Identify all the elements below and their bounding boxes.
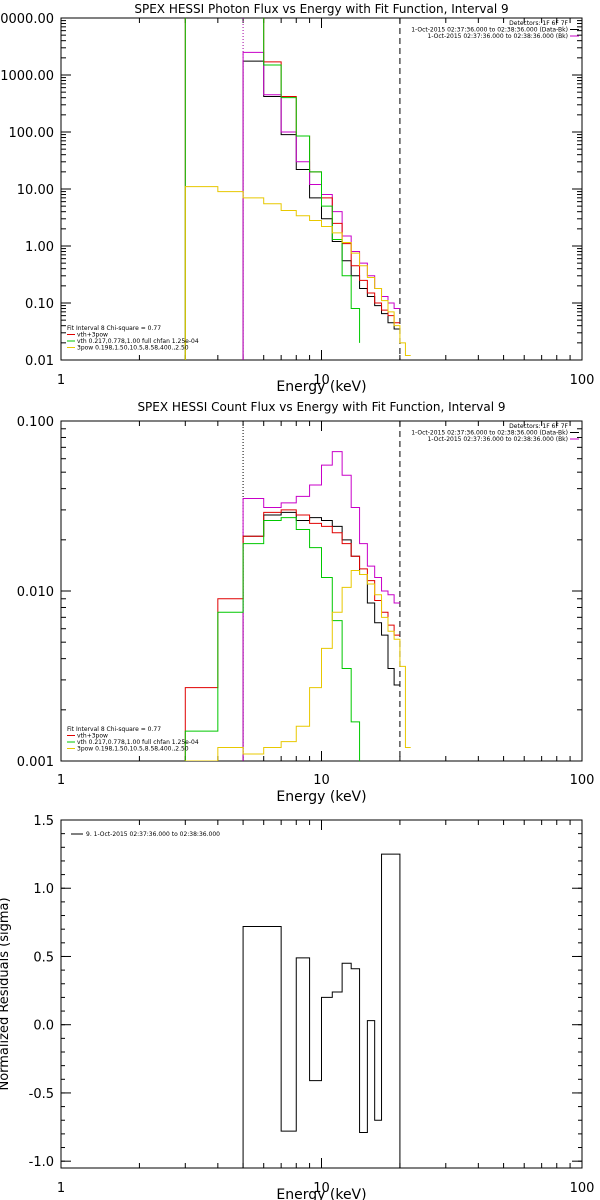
y-tick-label: 1.00 (25, 240, 54, 255)
x-tick-label: 100 (570, 773, 595, 788)
info-text: 1-Oct-2015 02:37:36.000 to 02:38:36.000 … (411, 430, 568, 437)
info-text: 1-Oct-2015 02:37:36.000 to 02:38:36.000 … (428, 33, 569, 40)
y-tick-label: 100.00 (9, 126, 55, 141)
info-text: 1-Oct-2015 02:37:36.000 to 02:38:36.000 … (428, 436, 569, 443)
chart-title: SPEX HESSI Count Flux vs Energy with Fit… (137, 400, 505, 414)
y-tick-label: 0000.00 (0, 12, 54, 27)
photon-flux-panel: SPEX HESSI Photon Flux vs Energy with Fi… (0, 2, 595, 395)
x-axis-label: Energy (keV) (276, 789, 366, 805)
x-tick-label: 1 (57, 773, 65, 788)
y-tick-label: 1.5 (33, 814, 54, 829)
residuals-panel: 1 10 100 1.5 1.0 0.5 0.0 -0.5 -1.0 Energy (keV) No… (0, 814, 594, 1200)
y-tick-label: -0.5 (29, 1087, 54, 1102)
info-text: Detectors: 1F 6F 7F (509, 20, 568, 27)
y-tick-label: 0.100 (17, 415, 54, 430)
series-line-4 (184, 570, 411, 761)
series-group (242, 853, 401, 1168)
info-text: Detectors: 1F 6F 7F (509, 423, 568, 430)
count-flux-panel: SPEX HESSI Count Flux vs Energy with Fit… (17, 400, 595, 805)
x-tick-label: 100 (570, 1181, 595, 1196)
info-text: 1-Oct-2015 02:37:36.000 to 02:38:36.000 … (411, 27, 568, 34)
y-tick-label: -1.0 (29, 1155, 54, 1170)
legend-text: vth+3pow (77, 332, 108, 339)
plot-frame (60, 819, 583, 1169)
x-tick-label: 1 (57, 373, 65, 388)
series-group (184, 18, 411, 360)
x-tick-label: 10 (313, 1181, 330, 1196)
x-tick-label: 1 (57, 1181, 65, 1196)
y-tick-label: 0.0 (33, 1019, 54, 1034)
x-axis-label: Energy (keV) (276, 1187, 366, 1200)
y-axis-label: Normalized Residuals (sigma) (0, 897, 12, 1090)
x-tick-label: 100 (570, 373, 595, 388)
legend-text: vth 0.217,0.778,1.00 full chfan 1.25e-04 (77, 338, 199, 345)
y-tick-label: 0.5 (33, 950, 54, 965)
y-tick-label: 1.0 (33, 882, 54, 897)
series-line-3 (184, 517, 361, 761)
y-tick-label: 0.001 (17, 755, 54, 770)
chart-title: SPEX HESSI Photon Flux vs Energy with Fi… (134, 2, 508, 16)
series-line-0 (242, 853, 401, 1168)
series-line-1 (242, 451, 400, 761)
series-group (184, 451, 411, 761)
x-tick-label: 10 (313, 773, 330, 788)
legend-text: 9. 1-Oct-2015 02:37:36.000 to 02:38:36.0… (86, 831, 220, 838)
series-line-4 (184, 186, 411, 360)
y-tick-label: 10.00 (17, 183, 54, 198)
legend-text: 3pow 0.198,1.50,10.5,8.58,400.,2.50 (77, 746, 189, 753)
y-tick-label: 0.10 (25, 297, 54, 312)
legend-text: 3pow 0.198,1.50,10.5,8.58,400.,2.50 (77, 345, 189, 352)
y-tick-label: 0.01 (25, 354, 54, 369)
y-tick-label: 0.010 (17, 585, 54, 600)
legend-text: vth+3pow (77, 733, 108, 740)
x-axis-label: Energy (keV) (276, 379, 366, 395)
series-line-2 (184, 18, 400, 360)
y-tick-label: 1000.00 (0, 69, 54, 84)
legend-text: Fit Interval 8 Chi-square = 0.77 (67, 325, 161, 332)
series-line-3 (184, 18, 361, 360)
legend-text: Fit Interval 8 Chi-square = 0.77 (67, 726, 161, 733)
x-tick-label: 10 (313, 373, 330, 388)
legend-text: vth 0.217,0.778,1.00 full chfan 1.25e-04 (77, 739, 199, 746)
